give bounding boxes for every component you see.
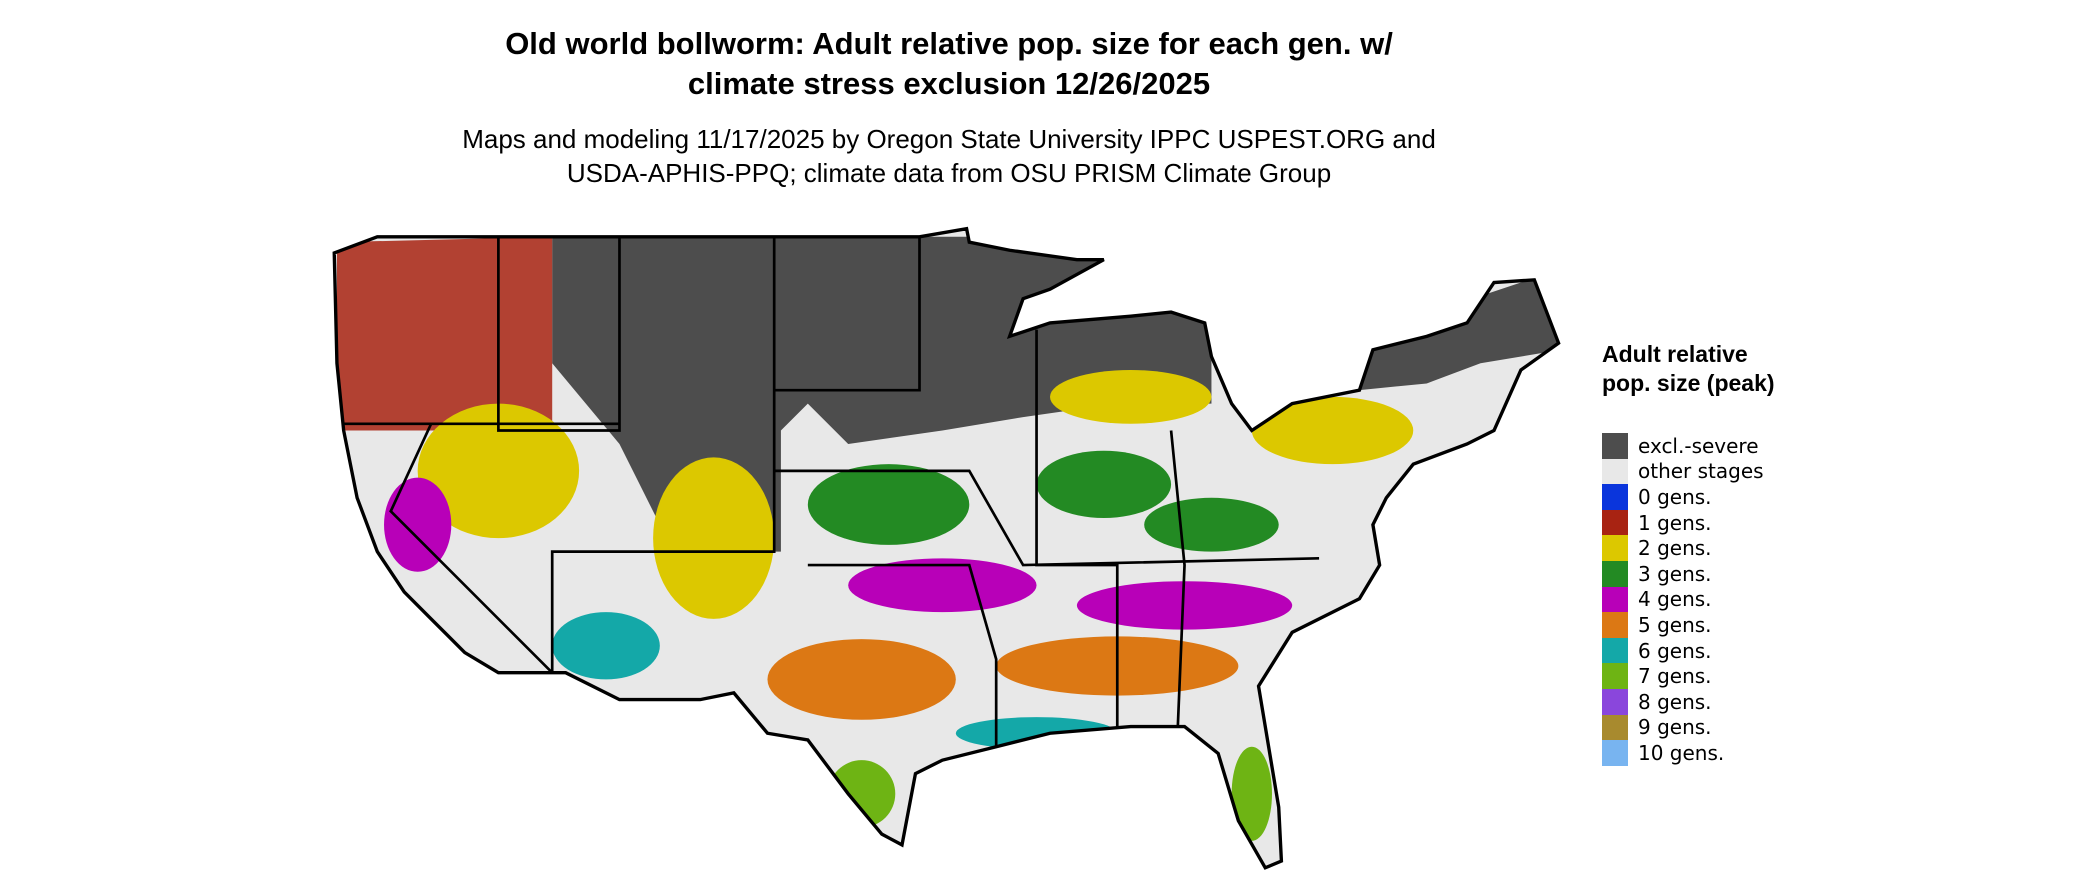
map-regions [336, 236, 1559, 841]
legend: excl.-severe other stages 0 gens. 1 gens. 2 … [1602, 433, 1764, 766]
legend-item: 8 gens. [1602, 688, 1764, 715]
legend-title: Adult relative pop. size (peak) [1602, 341, 1775, 396]
legend-item: excl.-severe [1602, 433, 1764, 459]
legend-label: 0 gens. [1638, 484, 1712, 509]
legend-label: 3 gens. [1638, 561, 1712, 586]
gen6-arizona [552, 612, 660, 680]
gen7-florida [1231, 746, 1272, 841]
legend-label: 2 gens. [1638, 536, 1712, 561]
border [497, 236, 621, 432]
legend-item: 9 gens. [1602, 714, 1764, 741]
border [550, 236, 776, 673]
legend-swatch [1602, 433, 1628, 459]
title: Old world bollworm: Adult relative pop. … [505, 26, 1393, 101]
legend-swatch [1602, 637, 1628, 664]
legend-swatch [1602, 535, 1628, 561]
gen7-texas [828, 760, 896, 828]
legend-swatch [1602, 688, 1628, 715]
legend-label: 10 gens. [1638, 740, 1725, 765]
legend-item: 2 gens. [1602, 535, 1764, 561]
legend-item: 3 gens. [1602, 560, 1764, 587]
gen2-lakes [1050, 369, 1212, 424]
legend-swatch [1602, 458, 1628, 485]
gen3-east [1144, 497, 1279, 552]
excluded-northeast [1359, 269, 1559, 391]
subtitle: Maps and modeling 11/17/2025 by Oregon S… [462, 124, 1436, 188]
gen5-texas [767, 639, 956, 720]
gen2-northeast [1251, 396, 1414, 465]
legend-item: 1 gens. [1602, 509, 1764, 536]
gen2-southwest [653, 457, 775, 619]
legend-label: 1 gens. [1638, 510, 1712, 535]
legend-label: 6 gens. [1638, 638, 1712, 663]
legend-item: other stages [1602, 458, 1764, 485]
legend-item: 0 gens. [1602, 484, 1764, 510]
legend-label: excl.-severe [1638, 433, 1759, 458]
legend-item: 4 gens. [1602, 586, 1764, 613]
legend-swatch [1602, 740, 1628, 766]
gen4-southeast [1076, 581, 1293, 630]
legend-item: 6 gens. [1602, 637, 1764, 664]
legend-item: 7 gens. [1602, 663, 1764, 689]
gen4-california [384, 477, 452, 572]
legend-item: 10 gens. [1602, 740, 1764, 766]
border [1035, 329, 1119, 727]
legend-swatch [1602, 663, 1628, 689]
border [1169, 430, 1186, 727]
border [774, 469, 1320, 567]
gen6-coast [955, 717, 1118, 750]
legend-swatch [1602, 714, 1628, 741]
legend-label: 9 gens. [1638, 715, 1712, 740]
state-borders [343, 236, 1320, 747]
legend-label: 4 gens. [1638, 587, 1712, 612]
gen3-midwest [1036, 450, 1172, 518]
border [774, 236, 921, 392]
border [389, 423, 554, 674]
legend-swatch [1602, 586, 1628, 613]
gen3-plains [807, 464, 970, 545]
legend-label: 8 gens. [1638, 689, 1712, 714]
gen4-south [848, 558, 1037, 613]
gen1-northwest [336, 236, 553, 431]
legend-swatch [1602, 612, 1628, 638]
legend-swatch [1602, 560, 1628, 587]
gen2-west [417, 403, 580, 539]
legend-label: 5 gens. [1638, 612, 1712, 637]
legend-item: 5 gens. [1602, 612, 1764, 638]
legend-label: 7 gens. [1638, 664, 1712, 689]
legend-swatch [1602, 484, 1628, 510]
legend-label: other stages [1638, 459, 1764, 484]
border [807, 563, 998, 747]
legend-swatch [1602, 509, 1628, 536]
us-outline [332, 226, 1561, 870]
